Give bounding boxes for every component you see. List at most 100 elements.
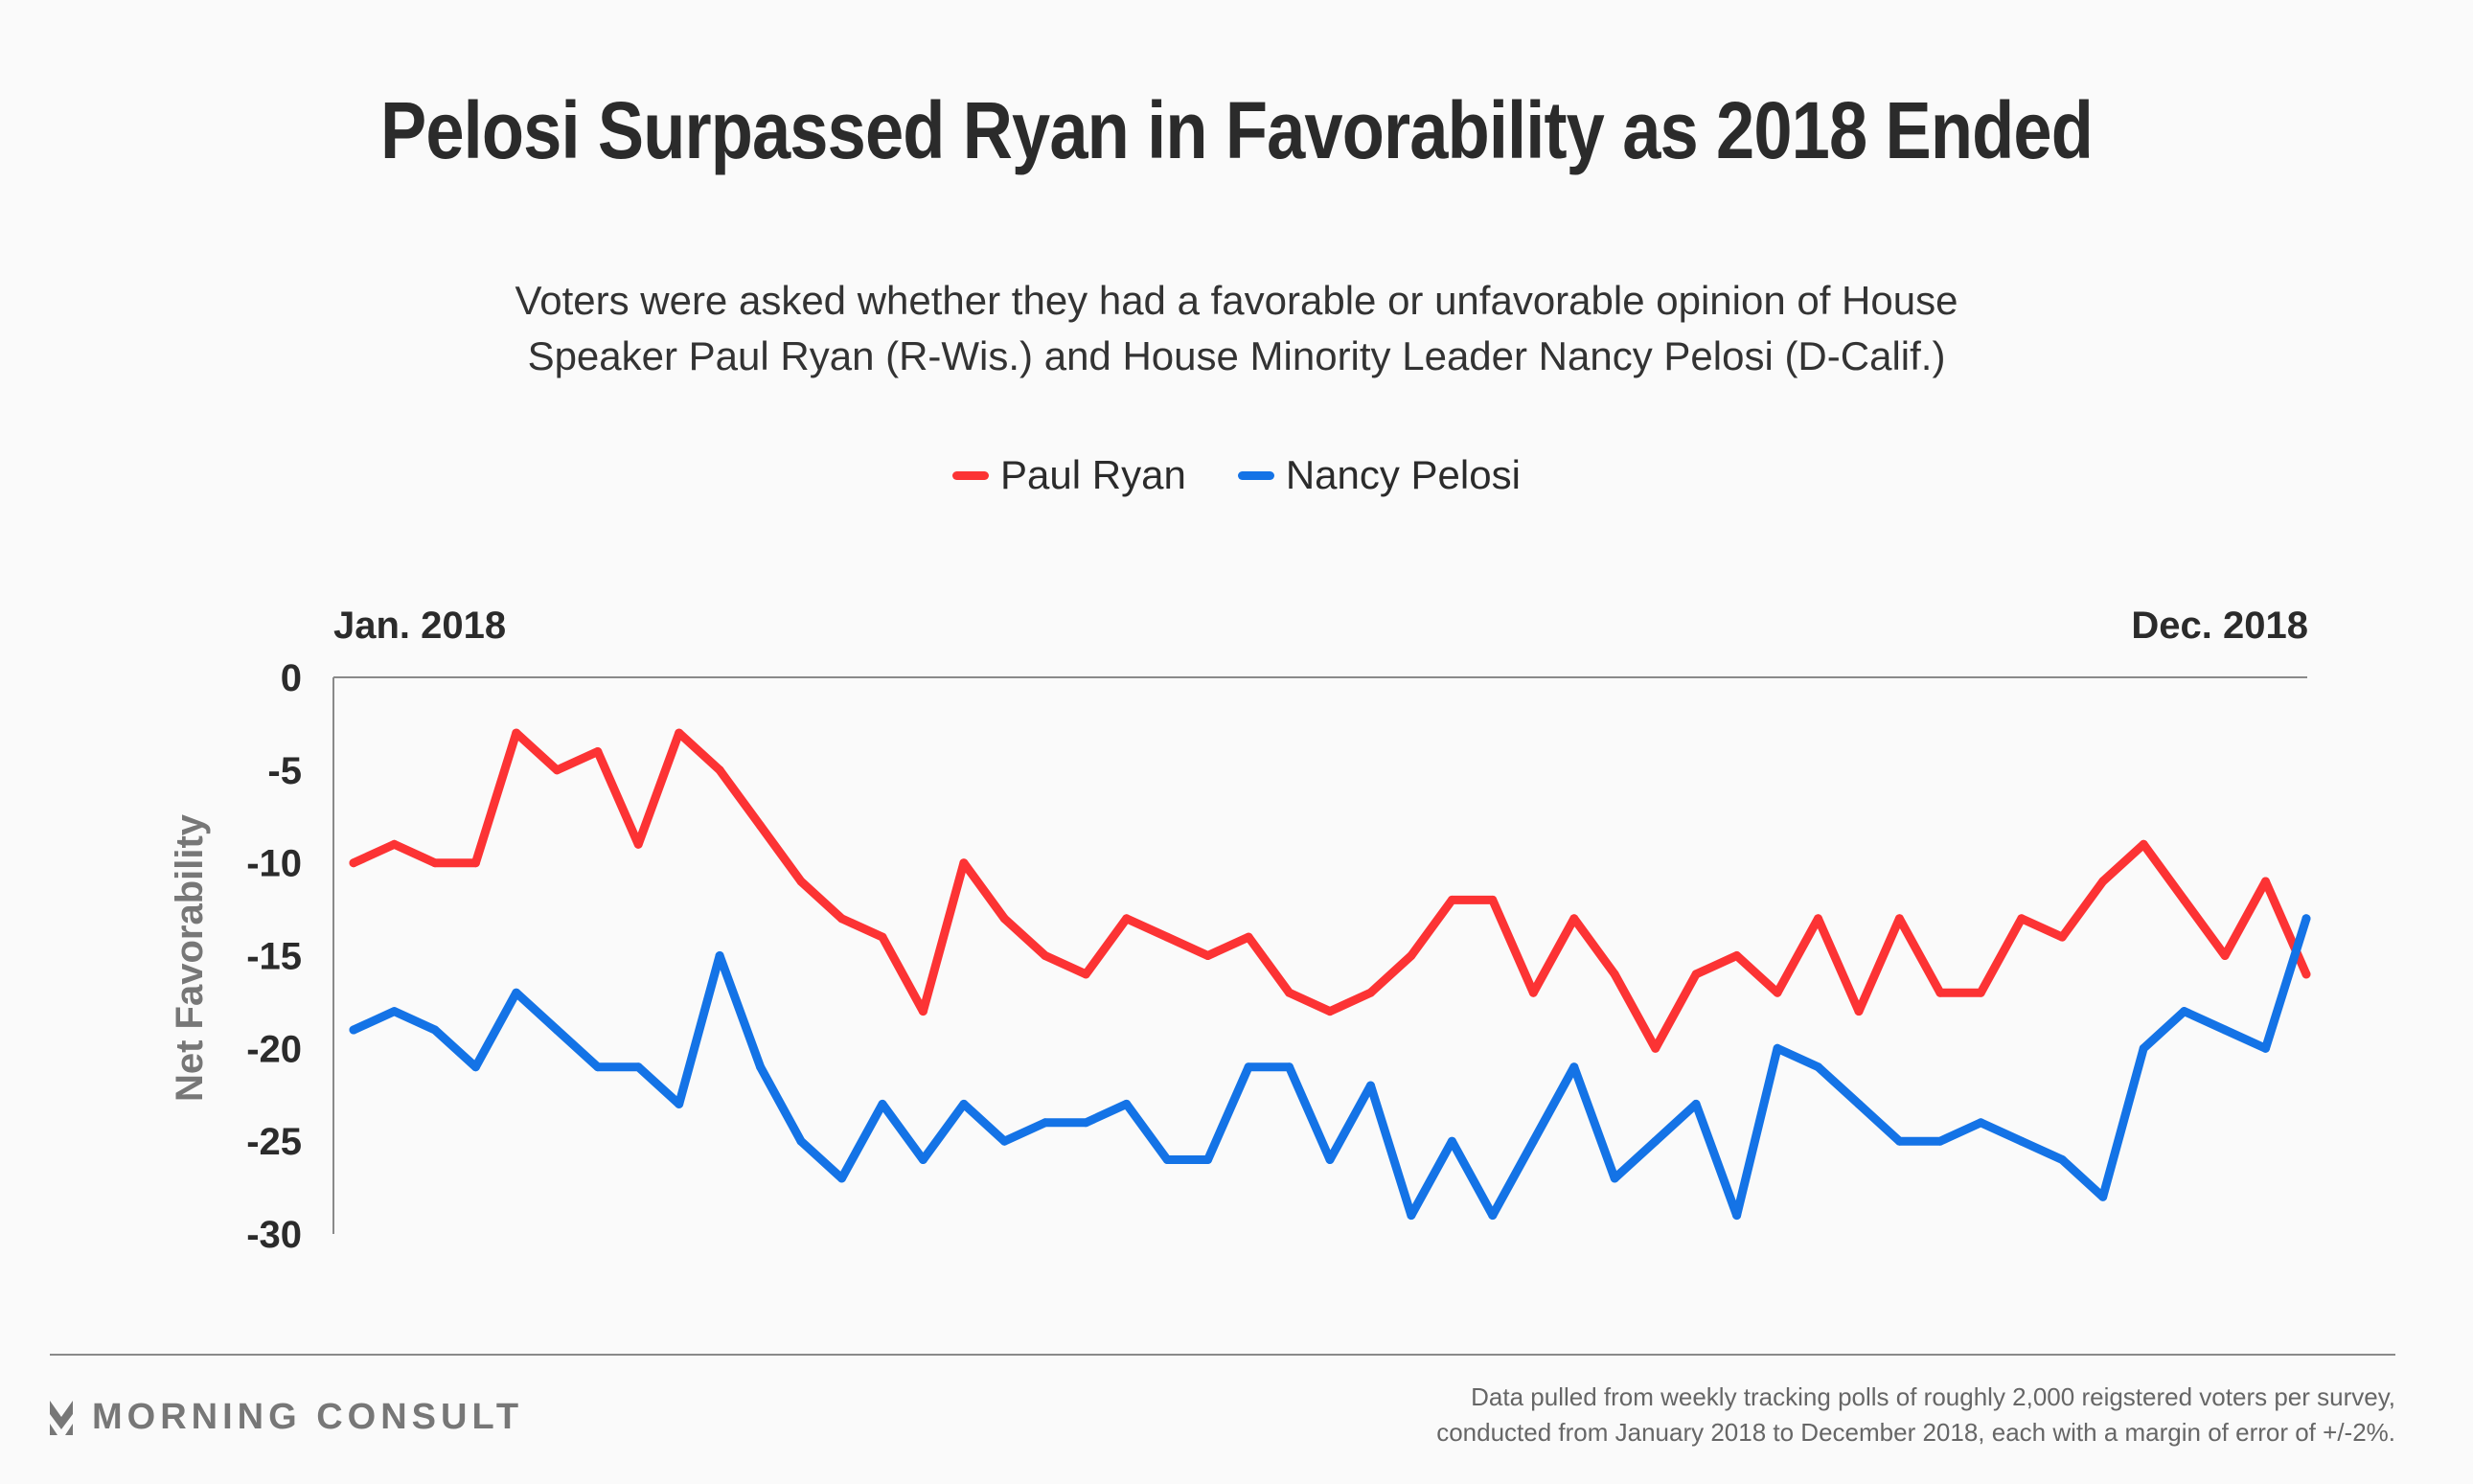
y-tick-label: -10 [246, 843, 302, 885]
legend: Paul Ryan Nancy Pelosi [0, 452, 2473, 498]
data-point-paul-ryan [1651, 1043, 1660, 1053]
data-point-nancy-pelosi [756, 1062, 766, 1072]
data-point-paul-ryan [918, 1007, 927, 1016]
data-point-paul-ryan [2017, 914, 2026, 924]
data-point-paul-ryan [633, 839, 643, 849]
data-point-paul-ryan [1528, 988, 1538, 997]
data-point-nancy-pelosi [349, 1025, 358, 1035]
data-point-paul-ryan [1569, 914, 1579, 924]
data-point-paul-ryan [2098, 877, 2108, 886]
data-point-nancy-pelosi [512, 988, 521, 997]
data-point-nancy-pelosi [1651, 1136, 1660, 1146]
data-point-nancy-pelosi [796, 1136, 806, 1146]
data-point-paul-ryan [2139, 839, 2148, 849]
subtitle-line-1: Voters were asked whether they had a fav… [515, 278, 1958, 323]
data-point-paul-ryan [1773, 988, 1782, 997]
data-point-nancy-pelosi [675, 1099, 684, 1108]
data-point-nancy-pelosi [715, 951, 724, 960]
data-point-nancy-pelosi [1691, 1099, 1701, 1108]
data-point-paul-ryan [470, 858, 480, 868]
data-point-nancy-pelosi [1894, 1136, 1904, 1146]
data-point-nancy-pelosi [1528, 1136, 1538, 1146]
data-point-nancy-pelosi [837, 1174, 846, 1183]
data-point-nancy-pelosi [1285, 1062, 1294, 1072]
morning-consult-logo-icon [50, 1400, 73, 1435]
y-tick-label: -5 [267, 750, 302, 792]
data-point-paul-ryan [1285, 988, 1294, 997]
data-point-paul-ryan [1203, 951, 1213, 960]
brand-logo: MORNING CONSULT [50, 1397, 523, 1438]
data-point-nancy-pelosi [1325, 1155, 1335, 1164]
data-point-nancy-pelosi [2301, 914, 2311, 924]
data-point-paul-ryan [2180, 895, 2189, 904]
data-point-paul-ryan [1447, 895, 1456, 904]
data-point-paul-ryan [1041, 951, 1050, 960]
data-point-nancy-pelosi [1935, 1136, 1945, 1146]
data-point-paul-ryan [1732, 951, 1742, 960]
data-point-nancy-pelosi [918, 1155, 927, 1164]
y-tick-label: -15 [246, 936, 302, 978]
data-point-nancy-pelosi [1081, 1118, 1090, 1128]
data-point-paul-ryan [349, 858, 358, 868]
data-point-paul-ryan [1366, 988, 1375, 997]
data-point-nancy-pelosi [1773, 1043, 1782, 1053]
series-line-nancy-pelosi [349, 914, 2311, 1221]
data-point-paul-ryan [1122, 914, 1132, 924]
data-point-paul-ryan [552, 765, 561, 775]
chart-title: Pelosi Surpassed Ryan in Favorability as… [380, 85, 2094, 175]
data-point-paul-ryan [756, 821, 766, 831]
data-point-paul-ryan [878, 932, 887, 942]
data-point-paul-ryan [999, 914, 1009, 924]
data-point-paul-ryan [1244, 932, 1253, 942]
data-point-paul-ryan [1081, 970, 1090, 979]
data-point-paul-ryan [1935, 988, 1945, 997]
legend-label-paul-ryan: Paul Ryan [1000, 452, 1186, 497]
chart-subtitle: Voters were asked whether they had a fav… [0, 273, 2473, 384]
data-point-nancy-pelosi [2261, 1043, 2270, 1053]
y-axis-label: Net Favorability [169, 813, 211, 1102]
data-point-nancy-pelosi [1854, 1099, 1864, 1108]
data-point-paul-ryan [1610, 970, 1619, 979]
data-point-paul-ryan [1894, 914, 1904, 924]
data-point-nancy-pelosi [390, 1007, 399, 1016]
data-point-paul-ryan [390, 839, 399, 849]
data-point-paul-ryan [1325, 1007, 1335, 1016]
data-point-paul-ryan [959, 858, 969, 868]
data-point-paul-ryan [1407, 951, 1416, 960]
data-point-paul-ryan [1691, 970, 1701, 979]
data-point-paul-ryan [796, 877, 806, 886]
data-point-nancy-pelosi [633, 1062, 643, 1072]
data-point-paul-ryan [2301, 970, 2311, 979]
source-note-line-2: conducted from January 2018 to December … [1436, 1418, 2395, 1447]
data-point-nancy-pelosi [1203, 1155, 1213, 1164]
data-point-paul-ryan [675, 728, 684, 738]
data-point-nancy-pelosi [1488, 1211, 1498, 1221]
data-point-paul-ryan [2261, 877, 2270, 886]
data-point-nancy-pelosi [1244, 1062, 1253, 1072]
legend-swatch-paul-ryan [952, 470, 990, 480]
data-point-nancy-pelosi [1162, 1155, 1172, 1164]
legend-label-nancy-pelosi: Nancy Pelosi [1285, 452, 1521, 497]
subtitle-line-2: Speaker Paul Ryan (R-Wis.) and House Min… [527, 333, 1946, 378]
data-point-nancy-pelosi [1569, 1062, 1579, 1072]
data-point-paul-ryan [837, 914, 846, 924]
data-point-paul-ryan [1488, 895, 1498, 904]
y-tick-label: -20 [246, 1028, 302, 1070]
legend-item-paul-ryan: Paul Ryan [952, 452, 1186, 498]
footer-divider [50, 1354, 2395, 1356]
x-end-label: Dec. 2018 [2131, 605, 2308, 647]
data-point-nancy-pelosi [1610, 1174, 1619, 1183]
data-point-paul-ryan [593, 747, 603, 756]
data-point-nancy-pelosi [959, 1099, 969, 1108]
data-point-nancy-pelosi [2139, 1043, 2148, 1053]
brand-name: MORNING CONSULT [92, 1397, 524, 1437]
data-point-nancy-pelosi [1041, 1118, 1050, 1128]
data-point-paul-ryan [512, 728, 521, 738]
data-point-nancy-pelosi [2017, 1136, 2026, 1146]
data-point-nancy-pelosi [593, 1062, 603, 1072]
data-point-nancy-pelosi [1732, 1211, 1742, 1221]
data-point-nancy-pelosi [2057, 1155, 2067, 1164]
data-point-paul-ryan [1854, 1007, 1864, 1016]
data-point-nancy-pelosi [2098, 1192, 2108, 1201]
